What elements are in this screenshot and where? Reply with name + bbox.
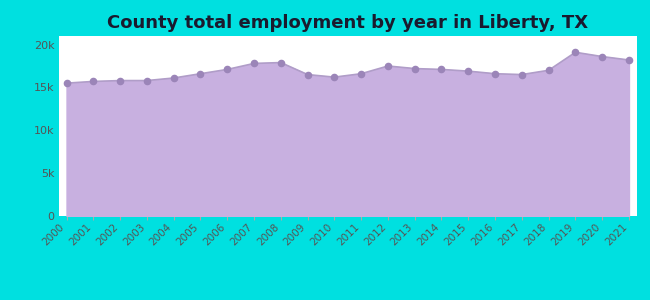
Point — [570, 50, 580, 55]
Point — [597, 54, 607, 59]
Point — [276, 60, 286, 65]
Point — [356, 71, 367, 76]
Point — [436, 67, 447, 72]
Point — [517, 72, 527, 77]
Point — [302, 72, 313, 77]
Point — [624, 58, 634, 62]
Point — [383, 64, 393, 68]
Point — [168, 76, 179, 80]
Point — [410, 66, 420, 71]
Point — [249, 61, 259, 66]
Point — [463, 69, 473, 74]
Point — [195, 71, 205, 76]
Point — [329, 75, 339, 80]
Point — [543, 68, 554, 73]
Point — [61, 81, 72, 85]
Point — [115, 78, 125, 83]
Point — [88, 79, 99, 84]
Point — [490, 71, 501, 76]
Point — [222, 67, 233, 72]
Title: County total employment by year in Liberty, TX: County total employment by year in Liber… — [107, 14, 588, 32]
Point — [142, 78, 152, 83]
